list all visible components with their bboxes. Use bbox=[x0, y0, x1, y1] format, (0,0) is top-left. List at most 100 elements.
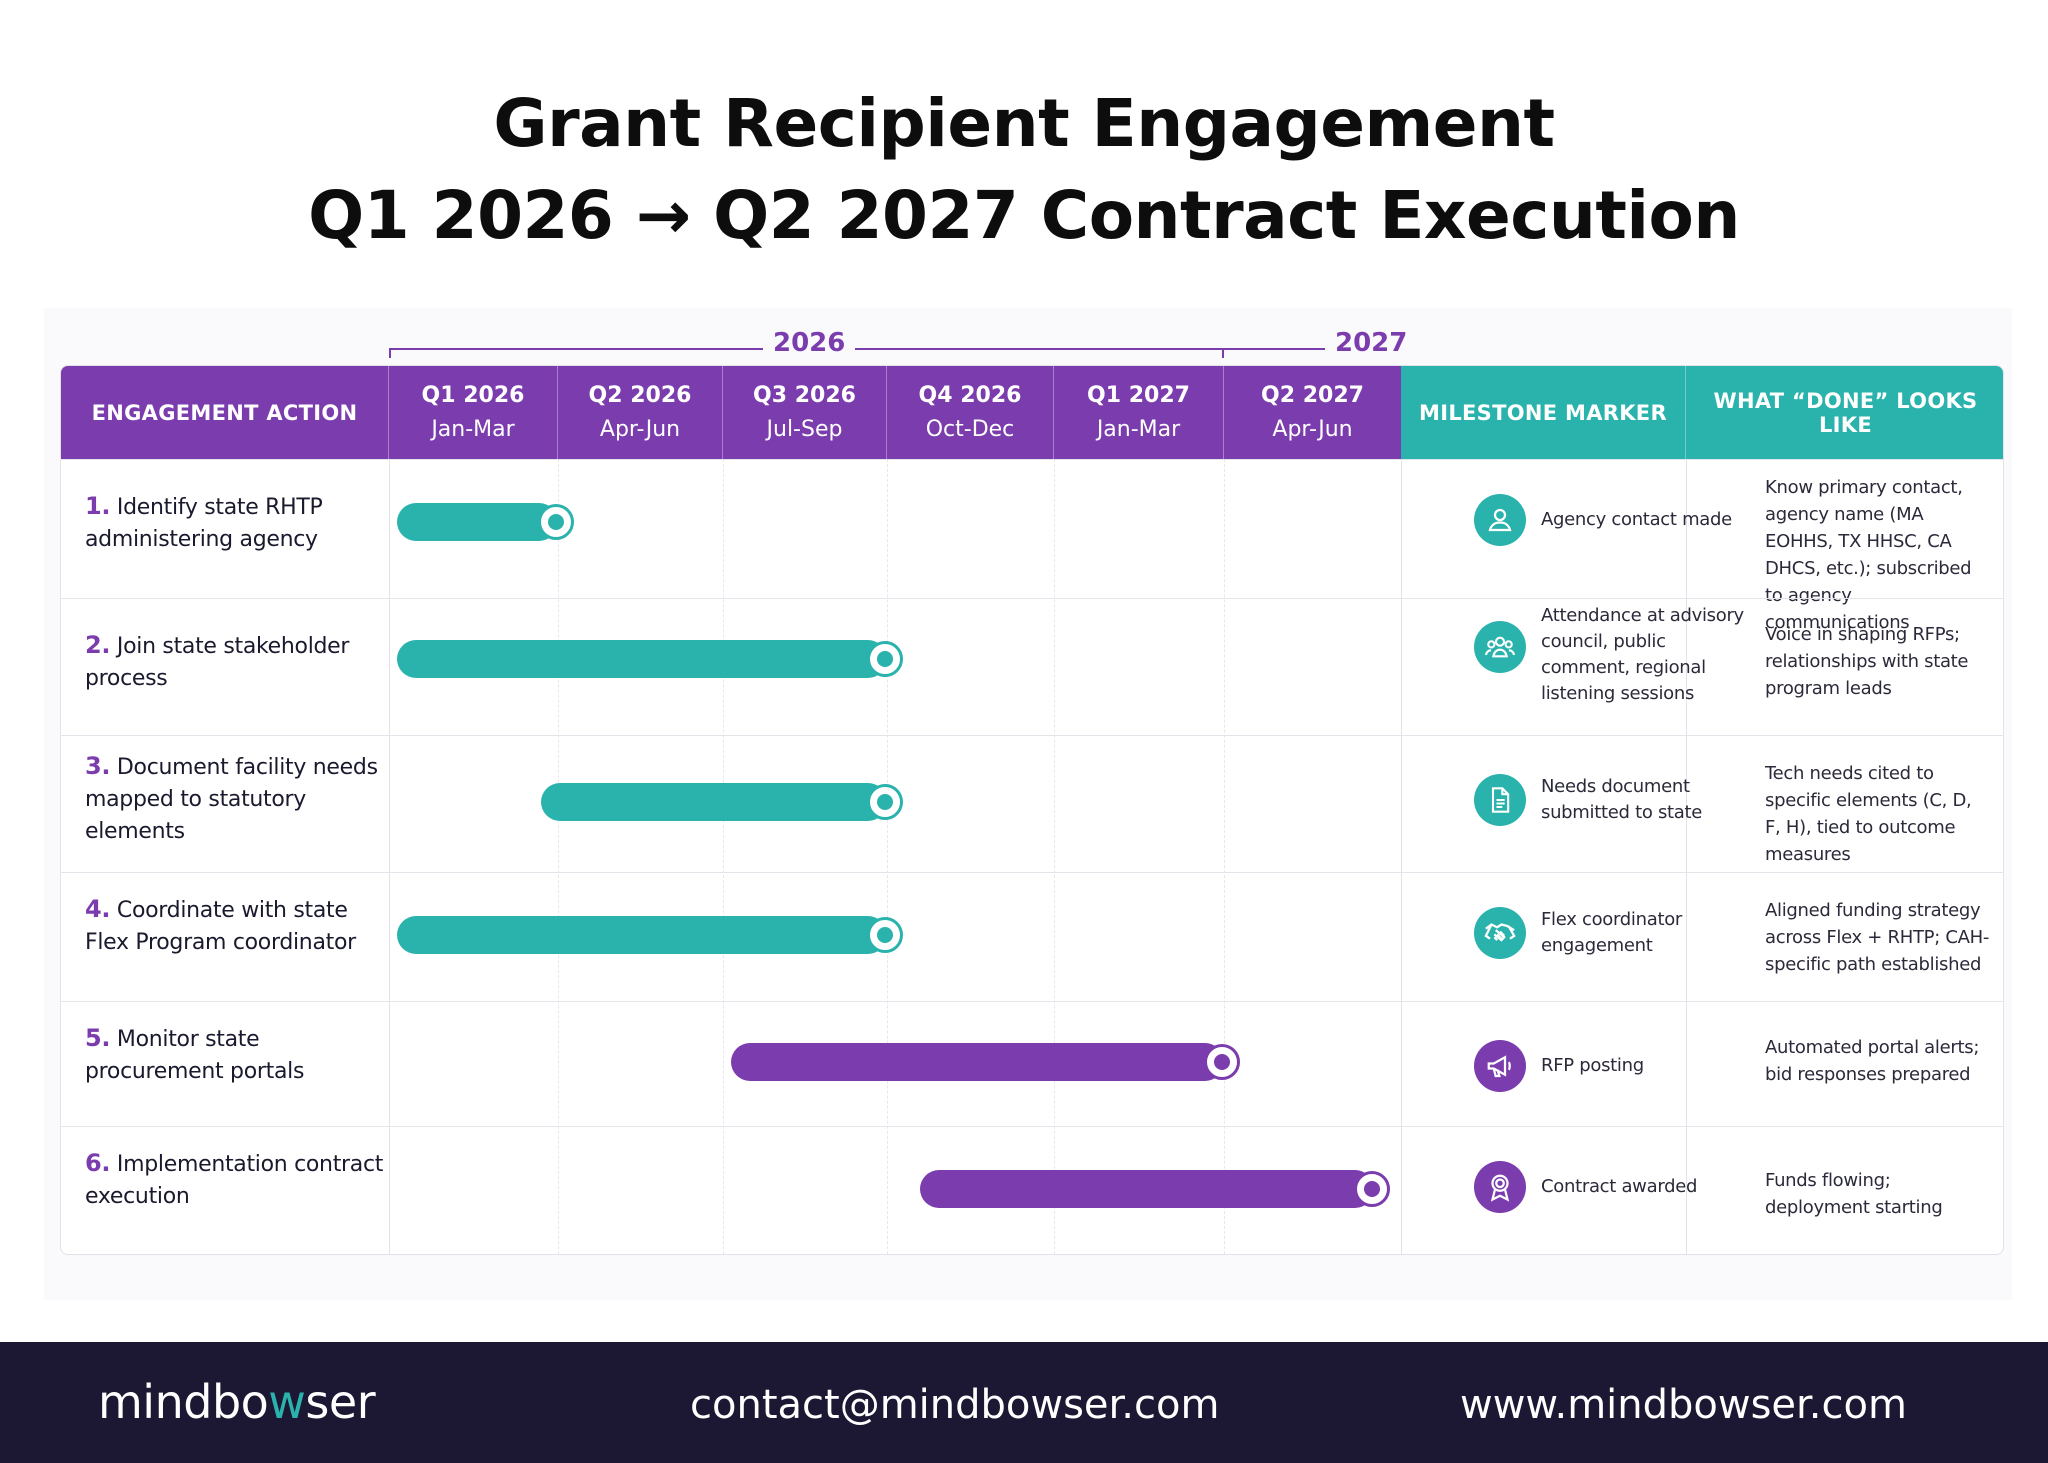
quarter-label: Q3 2026 bbox=[753, 382, 856, 408]
done-text: Aligned funding strategy across Flex + R… bbox=[1765, 900, 1990, 975]
milestone-text: RFP posting bbox=[1541, 1055, 1644, 1076]
engagement-action: 6. Implementation contract execution bbox=[85, 1147, 385, 1213]
column-divider-action bbox=[389, 459, 390, 1254]
action-text: Document facility needs mapped to statut… bbox=[85, 755, 378, 844]
action-text: Coordinate with state Flex Program coord… bbox=[85, 898, 356, 955]
header-engagement-action: ENGAGEMENT ACTION bbox=[61, 366, 389, 459]
quarter-months: Apr-Jun bbox=[599, 416, 681, 442]
timeline-bar bbox=[731, 1043, 1240, 1081]
milestone-text: Needs document submitted to state bbox=[1541, 776, 1703, 823]
timeline-bar bbox=[397, 916, 903, 954]
milestone-knob bbox=[537, 504, 574, 540]
table-row: 3. Document facility needs mapped to sta… bbox=[61, 735, 2003, 872]
title-line-1: Grant Recipient Engagement bbox=[493, 85, 1555, 162]
year-2027-label: 2027 bbox=[1325, 328, 1418, 358]
milestone-knob bbox=[866, 917, 903, 953]
done-text: Know primary contact, agency name (MA EO… bbox=[1765, 477, 1972, 633]
quarter-label: Q1 2026 bbox=[421, 382, 525, 408]
milestone-knob bbox=[866, 784, 903, 820]
header-quarter-1: Q1 2026 Jan-Mar bbox=[389, 366, 558, 459]
year-2026-label: 2026 bbox=[763, 328, 856, 358]
done-text: Voice in shaping RFPs; relationships wit… bbox=[1765, 624, 1969, 699]
timeline-bar bbox=[920, 1170, 1391, 1208]
action-text: Identify state RHTP administering agency bbox=[85, 495, 323, 552]
column-divider-q3 bbox=[887, 459, 888, 1254]
quarter-months: Jan-Mar bbox=[1096, 416, 1181, 442]
document-icon bbox=[1474, 774, 1526, 826]
timeline-bar bbox=[397, 503, 574, 541]
timeline-bar bbox=[541, 783, 903, 821]
action-text: Monitor state procurement portals bbox=[85, 1027, 305, 1084]
action-number: 3. bbox=[85, 752, 111, 780]
year-2027-line bbox=[1224, 348, 1399, 350]
table-row: 2. Join state stakeholder process Attenda… bbox=[61, 598, 2003, 735]
header-milestone-label: MILESTONE MARKER bbox=[1419, 400, 1667, 425]
action-number: 2. bbox=[85, 631, 111, 659]
done-text: Funds flowing; deployment starting bbox=[1765, 1170, 1943, 1218]
quarter-label: Q2 2026 bbox=[588, 382, 692, 408]
done-text: Tech needs cited to specific elements (C… bbox=[1765, 763, 1972, 865]
quarter-label: Q4 2026 bbox=[918, 382, 1022, 408]
header-done-label: WHAT “DONE” LOOKS LIKE bbox=[1713, 388, 1978, 437]
quarter-months: Oct-Dec bbox=[925, 416, 1015, 442]
brand-logo: mindbowser bbox=[98, 1372, 376, 1432]
header-done: WHAT “DONE” LOOKS LIKE bbox=[1686, 366, 2003, 459]
table-row: 4. Coordinate with state Flex Program co… bbox=[61, 872, 2003, 1001]
contact-email[interactable]: contact@mindbowser.com bbox=[690, 1382, 1220, 1428]
award-icon bbox=[1474, 1161, 1526, 1213]
handshake-icon bbox=[1474, 907, 1526, 959]
engagement-action: 4. Coordinate with state Flex Program co… bbox=[85, 893, 385, 959]
header-milestone-marker: MILESTONE MARKER bbox=[1401, 366, 1686, 459]
engagement-action: 3. Document facility needs mapped to sta… bbox=[85, 750, 385, 848]
column-divider-q2 bbox=[723, 459, 724, 1254]
table-row: 5. Monitor state procurement portals RFP … bbox=[61, 1001, 2003, 1126]
year-2026-tick-right bbox=[1222, 348, 1224, 358]
page-title: Grant Recipient Engagement Q1 2026 → Q2 … bbox=[0, 78, 2048, 262]
quarter-months: Jul-Sep bbox=[766, 416, 843, 442]
table-row: 6. Implementation contract execution Cont… bbox=[61, 1126, 2003, 1252]
header-quarter-5: Q1 2027 Jan-Mar bbox=[1054, 366, 1224, 459]
header-band-timeline bbox=[61, 366, 1401, 459]
action-text: Implementation contract execution bbox=[85, 1152, 384, 1209]
column-divider-q1 bbox=[558, 459, 559, 1254]
megaphone-icon bbox=[1474, 1040, 1526, 1092]
header-engagement-action-label: ENGAGEMENT ACTION bbox=[91, 400, 358, 425]
year-2026-tick-left bbox=[389, 348, 391, 358]
milestone-knob bbox=[1354, 1171, 1391, 1207]
column-divider-timeline bbox=[1401, 459, 1402, 1254]
quarter-months: Jan-Mar bbox=[431, 416, 515, 442]
action-number: 6. bbox=[85, 1149, 111, 1177]
done-text: Automated portal alerts; bid responses p… bbox=[1765, 1037, 1980, 1085]
header-quarter-4: Q4 2026 Oct-Dec bbox=[887, 366, 1054, 459]
engagement-action: 1. Identify state RHTP administering age… bbox=[85, 490, 385, 556]
brand-part-1: mindbo bbox=[98, 1375, 269, 1429]
milestone-knob bbox=[866, 641, 903, 677]
header-quarter-3: Q3 2026 Jul-Sep bbox=[723, 366, 887, 459]
milestone-text: Attendance at advisory council, public c… bbox=[1541, 605, 1744, 704]
quarter-label: Q1 2027 bbox=[1087, 382, 1190, 408]
milestone-knob bbox=[1203, 1044, 1240, 1080]
title-line-2: Q1 2026 → Q2 2027 Contract Execution bbox=[308, 177, 1740, 254]
action-number: 1. bbox=[85, 492, 111, 520]
milestone-text: Agency contact made bbox=[1541, 509, 1732, 530]
group-icon bbox=[1474, 621, 1526, 673]
footer: mindbowser contact@mindbowser.com www.mi… bbox=[0, 1342, 2048, 1463]
milestone-text: Contract awarded bbox=[1541, 1176, 1698, 1197]
column-divider-q4 bbox=[1054, 459, 1055, 1254]
milestone-text: Flex coordinator engagement bbox=[1541, 909, 1683, 956]
quarter-months: Apr-Jun bbox=[1272, 416, 1353, 442]
gantt-table: ENGAGEMENT ACTION Q1 2026 Jan-Mar Q2 2026 A… bbox=[60, 365, 2004, 1255]
engagement-action: 2. Join state stakeholder process bbox=[85, 629, 385, 695]
header-quarter-2: Q2 2026 Apr-Jun bbox=[558, 366, 723, 459]
brand-part-2: w bbox=[268, 1375, 306, 1429]
action-text: Join state stakeholder process bbox=[85, 634, 350, 691]
column-divider-q5 bbox=[1224, 459, 1225, 1254]
brand-part-3: ser bbox=[305, 1375, 376, 1429]
header-band-milestone bbox=[1401, 366, 2003, 459]
action-number: 4. bbox=[85, 895, 111, 923]
engagement-action: 5. Monitor state procurement portals bbox=[85, 1022, 385, 1088]
person-icon bbox=[1474, 494, 1526, 546]
quarter-label: Q2 2027 bbox=[1261, 382, 1364, 408]
table-row: 1. Identify state RHTP administering age… bbox=[61, 459, 2003, 633]
website-link[interactable]: www.mindbowser.com bbox=[1460, 1382, 1907, 1428]
